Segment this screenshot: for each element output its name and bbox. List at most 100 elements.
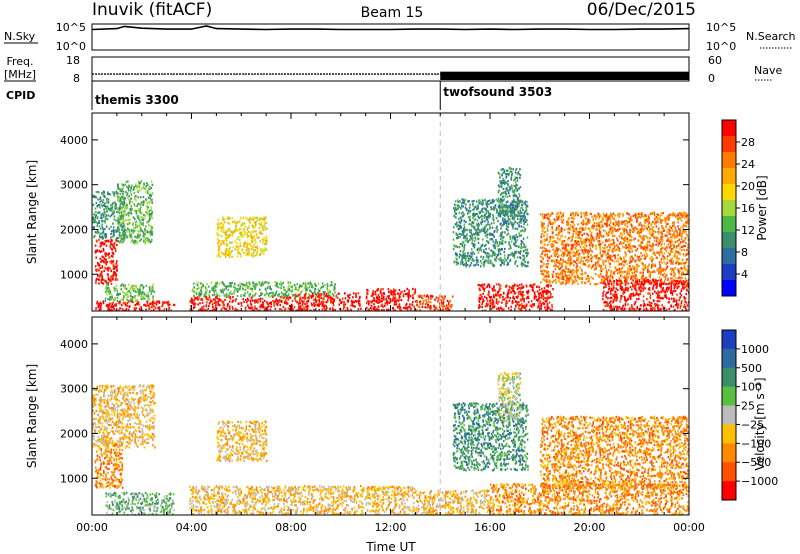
data-cell <box>332 294 335 297</box>
data-cell <box>138 218 140 221</box>
data-cell <box>118 240 120 243</box>
data-cell <box>563 228 566 231</box>
data-cell <box>262 301 264 304</box>
data-cell <box>225 251 228 254</box>
data-cell <box>571 261 574 264</box>
data-cell <box>488 290 490 293</box>
data-cell <box>105 225 108 228</box>
data-cell <box>478 301 481 304</box>
data-cell <box>258 298 260 301</box>
data-cell <box>417 295 420 298</box>
data-cell <box>498 204 501 207</box>
data-cell <box>471 237 474 240</box>
data-cell <box>508 222 510 225</box>
data-cell <box>476 234 479 237</box>
data-cell <box>95 196 97 199</box>
data-cell <box>400 299 403 302</box>
data-cell <box>513 192 516 195</box>
data-cell <box>150 187 153 190</box>
data-cell <box>232 221 234 224</box>
data-cell <box>540 307 543 310</box>
data-cell <box>142 286 145 289</box>
data-cell <box>228 248 230 251</box>
data-cell <box>110 236 112 239</box>
data-cell <box>300 305 302 308</box>
data-cell <box>540 296 543 299</box>
data-cell <box>468 258 470 261</box>
data-cell <box>99 227 102 230</box>
data-cell <box>270 288 273 291</box>
data-cell <box>98 204 100 207</box>
data-cell <box>500 206 503 209</box>
data-cell <box>244 288 247 291</box>
data-cell <box>123 238 125 241</box>
data-cell <box>511 209 514 212</box>
data-cell <box>230 230 232 233</box>
data-cell <box>135 290 138 293</box>
data-cell <box>252 294 254 298</box>
data-cell <box>130 295 133 298</box>
data-cell <box>132 229 135 232</box>
data-cell <box>387 297 390 300</box>
data-cell <box>150 209 152 212</box>
data-cell <box>546 233 549 236</box>
data-cell <box>100 244 103 247</box>
data-cell <box>623 246 625 249</box>
freq-frame <box>91 56 690 82</box>
data-cell <box>642 268 645 271</box>
data-cell <box>491 255 493 258</box>
data-cell <box>291 289 294 292</box>
data-cell <box>102 204 105 207</box>
data-cell <box>233 220 236 223</box>
data-cell <box>471 200 474 203</box>
data-cell <box>510 167 513 170</box>
data-cell <box>229 234 231 237</box>
data-cell <box>211 303 214 306</box>
data-cell <box>644 248 646 251</box>
data-cell <box>522 305 524 308</box>
data-cell <box>684 212 686 215</box>
data-cell <box>107 202 110 205</box>
data-cell <box>139 203 141 206</box>
data-cell <box>552 288 554 291</box>
data-cell <box>472 208 474 212</box>
data-cell <box>666 231 668 234</box>
data-cell <box>674 241 677 244</box>
data-cell <box>255 233 258 236</box>
data-cell <box>138 180 140 183</box>
data-cell <box>267 285 269 288</box>
data-cell <box>507 189 509 192</box>
data-cell <box>511 207 513 210</box>
data-cell <box>654 253 656 256</box>
data-cell <box>111 251 114 254</box>
data-cell <box>487 261 489 265</box>
data-cell <box>118 227 120 230</box>
data-cell <box>119 215 121 218</box>
data-cell <box>232 231 235 234</box>
data-cell <box>117 184 119 187</box>
data-cell <box>284 300 286 304</box>
data-cell <box>228 300 231 303</box>
data-cell <box>533 283 536 286</box>
data-cell <box>471 235 474 238</box>
data-cell <box>214 285 217 288</box>
data-cell <box>424 306 426 309</box>
data-cell <box>142 196 145 199</box>
data-cell <box>220 235 223 238</box>
data-cell <box>115 287 118 290</box>
data-cell <box>225 285 227 288</box>
data-cell <box>336 296 339 299</box>
data-cell <box>126 194 128 197</box>
data-cell <box>191 301 193 304</box>
data-cell <box>106 287 108 290</box>
data-cell <box>573 274 576 277</box>
data-cell <box>520 293 523 296</box>
data-cell <box>511 253 513 256</box>
data-cell <box>99 274 101 277</box>
data-cell <box>492 300 494 303</box>
data-cell <box>543 243 546 246</box>
data-cell <box>680 249 683 252</box>
data-cell <box>604 266 607 269</box>
data-cell <box>143 233 145 236</box>
data-cell <box>519 234 521 237</box>
